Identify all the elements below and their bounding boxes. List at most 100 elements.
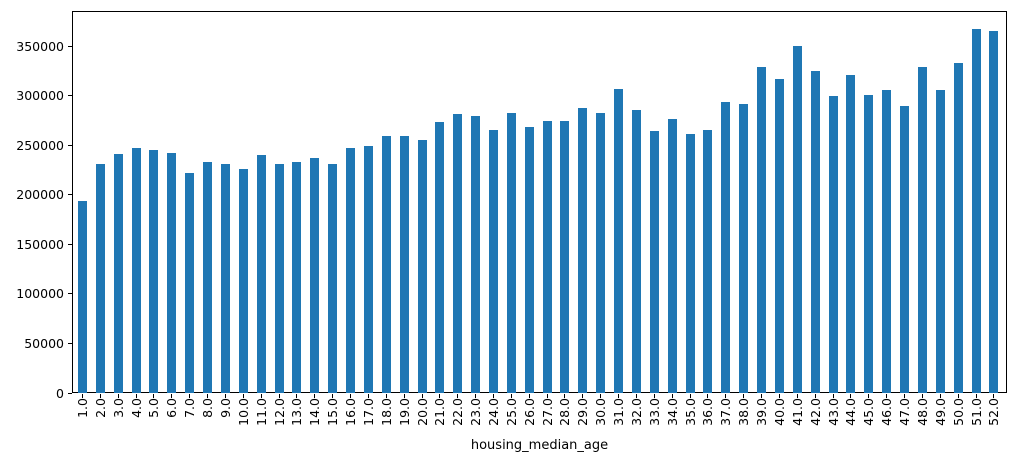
x-tick-mark xyxy=(421,394,423,398)
bar-5.0 xyxy=(149,150,159,393)
x-tick-label: 49.0 xyxy=(932,398,948,426)
y-tick-label: 150000 xyxy=(16,236,64,252)
x-tick-mark xyxy=(296,394,298,398)
x-tick-label: 12.0 xyxy=(271,398,287,426)
bar-48.0 xyxy=(917,67,927,393)
y-tick-mark xyxy=(68,342,72,344)
x-tick-mark xyxy=(761,394,763,398)
bar-38.0 xyxy=(739,103,749,393)
x-tick-mark xyxy=(546,394,548,398)
bar-20.0 xyxy=(417,140,427,393)
bar-23.0 xyxy=(471,116,481,393)
x-tick-label: 5.0 xyxy=(146,398,162,418)
bar-3.0 xyxy=(113,154,123,393)
x-tick-label: 13.0 xyxy=(289,398,305,426)
bar-12.0 xyxy=(274,164,284,393)
bar-14.0 xyxy=(310,157,320,393)
bar-7.0 xyxy=(185,172,195,393)
x-tick-label: 11.0 xyxy=(253,398,269,426)
bar-21.0 xyxy=(435,122,445,393)
x-tick-mark xyxy=(314,394,316,398)
x-tick-label: 1.0 xyxy=(75,398,90,418)
x-tick-mark xyxy=(725,394,727,398)
x-tick-mark xyxy=(618,394,620,398)
bar-27.0 xyxy=(542,121,552,393)
x-tick-label: 47.0 xyxy=(897,398,913,426)
x-tick-mark xyxy=(207,394,209,398)
x-tick-label: 37.0 xyxy=(718,398,734,426)
x-tick-label: 27.0 xyxy=(539,398,555,426)
y-tick-mark xyxy=(68,95,72,97)
x-tick-label: 8.0 xyxy=(200,398,216,418)
bar-6.0 xyxy=(167,153,177,393)
x-tick-label: 15.0 xyxy=(325,398,341,426)
bar-17.0 xyxy=(363,145,373,393)
x-tick-mark xyxy=(439,394,441,398)
x-tick-mark xyxy=(993,394,995,398)
bar-52.0 xyxy=(989,30,999,393)
x-tick-label: 14.0 xyxy=(307,398,323,426)
bar-25.0 xyxy=(506,113,516,393)
bar-41.0 xyxy=(792,46,802,393)
bar-40.0 xyxy=(774,79,784,393)
x-tick-label: 9.0 xyxy=(217,398,233,418)
x-tick-mark xyxy=(135,394,137,398)
x-tick-mark xyxy=(707,394,709,398)
x-tick-label: 36.0 xyxy=(700,398,716,426)
x-tick-label: 23.0 xyxy=(468,398,484,426)
x-tick-label: 32.0 xyxy=(628,398,644,426)
x-tick-label: 16.0 xyxy=(343,398,359,426)
bar-44.0 xyxy=(846,74,856,393)
x-tick-label: 19.0 xyxy=(396,398,412,426)
bar-18.0 xyxy=(381,135,391,393)
y-tick-label: 300000 xyxy=(16,88,64,104)
x-tick-mark xyxy=(350,394,352,398)
x-tick-mark xyxy=(868,394,870,398)
x-tick-label: 22.0 xyxy=(450,398,466,426)
y-tick-mark xyxy=(68,293,72,295)
y-tick-label: 0 xyxy=(56,385,64,401)
y-tick-mark xyxy=(68,45,72,47)
x-tick-mark xyxy=(278,394,280,398)
x-tick-mark xyxy=(367,394,369,398)
x-tick-label: 35.0 xyxy=(682,398,698,426)
x-tick-label: 40.0 xyxy=(771,398,787,426)
x-tick-label: 52.0 xyxy=(986,398,1002,426)
x-tick-mark xyxy=(886,394,888,398)
x-tick-mark xyxy=(189,394,191,398)
x-tick-mark xyxy=(653,394,655,398)
x-tick-mark xyxy=(457,394,459,398)
bar-8.0 xyxy=(203,162,213,393)
x-tick-label: 43.0 xyxy=(825,398,841,426)
x-tick-label: 50.0 xyxy=(950,398,966,426)
x-tick-mark xyxy=(939,394,941,398)
x-tick-label: 17.0 xyxy=(360,398,376,426)
x-tick-label: 25.0 xyxy=(503,398,519,426)
x-tick-mark xyxy=(82,394,83,398)
bar-24.0 xyxy=(489,130,498,393)
bar-47.0 xyxy=(900,105,910,393)
x-tick-label: 44.0 xyxy=(843,398,859,426)
x-tick-label: 30.0 xyxy=(593,398,609,426)
x-tick-mark xyxy=(796,394,798,398)
x-tick-mark xyxy=(600,394,602,398)
bar-28.0 xyxy=(560,121,570,393)
x-tick-label: 21.0 xyxy=(432,398,448,426)
y-tick-label: 100000 xyxy=(16,286,64,302)
bar-32.0 xyxy=(631,110,641,393)
x-tick-mark xyxy=(385,394,387,398)
bar-22.0 xyxy=(453,113,463,393)
bar-49.0 xyxy=(935,89,945,393)
x-tick-mark xyxy=(475,394,477,398)
x-tick-label: 46.0 xyxy=(879,398,895,426)
x-tick-mark xyxy=(582,394,584,398)
y-tick-mark xyxy=(68,144,72,146)
bar-33.0 xyxy=(649,130,659,393)
x-tick-mark xyxy=(153,394,155,398)
bar-36.0 xyxy=(703,129,713,393)
x-tick-label: 33.0 xyxy=(646,398,662,426)
bar-30.0 xyxy=(596,112,606,393)
x-tick-label: 26.0 xyxy=(521,398,537,426)
x-tick-mark xyxy=(904,394,906,398)
